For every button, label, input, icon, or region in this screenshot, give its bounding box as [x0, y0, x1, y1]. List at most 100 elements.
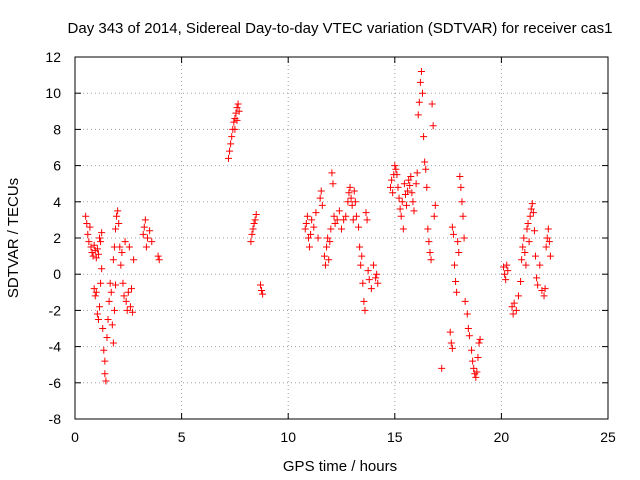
data-point	[316, 194, 324, 202]
x-tick-label: 5	[178, 429, 186, 445]
data-point	[419, 89, 427, 97]
data-point	[404, 187, 412, 195]
data-point	[231, 125, 239, 133]
data-point	[452, 277, 460, 285]
data-point	[530, 227, 538, 235]
data-point	[517, 277, 525, 285]
data-point	[448, 344, 456, 352]
data-point	[82, 212, 90, 220]
y-axis-title: SDTVAR / TECUs	[5, 178, 22, 298]
data-point	[227, 140, 235, 148]
data-point	[461, 297, 469, 305]
data-point	[99, 325, 107, 332]
y-tick-label: 4	[53, 194, 61, 210]
data-point	[329, 180, 337, 188]
data-point	[446, 328, 454, 336]
data-point	[100, 346, 108, 354]
data-point	[120, 292, 128, 300]
data-point	[345, 189, 353, 197]
data-point	[459, 212, 467, 220]
data-point	[369, 261, 377, 269]
data-point	[320, 252, 328, 260]
data-point	[469, 357, 477, 365]
data-point	[525, 238, 533, 246]
data-point	[143, 234, 151, 242]
data-point	[256, 281, 264, 289]
y-tick-label: 12	[45, 49, 61, 65]
data-point	[94, 250, 102, 258]
data-point	[323, 243, 331, 251]
data-point	[92, 254, 100, 262]
data-point	[85, 238, 93, 246]
data-point	[312, 209, 320, 217]
data-point	[83, 220, 91, 228]
data-point	[522, 261, 530, 269]
data-point	[398, 198, 406, 206]
data-point	[423, 183, 431, 191]
data-point	[397, 212, 405, 220]
data-point	[101, 370, 109, 378]
data-point	[529, 209, 537, 217]
data-point	[425, 238, 433, 246]
data-point	[325, 256, 333, 264]
data-point	[117, 261, 125, 269]
data-point	[112, 281, 120, 289]
data-point	[373, 270, 381, 278]
data-point	[545, 238, 553, 246]
data-point	[252, 210, 260, 218]
data-point	[101, 357, 109, 365]
data-point	[84, 230, 92, 238]
data-point	[502, 276, 510, 284]
data-point	[360, 297, 368, 305]
data-point	[87, 243, 95, 251]
data-point	[97, 238, 105, 246]
data-point	[357, 261, 365, 269]
data-point	[347, 194, 355, 202]
data-point	[90, 285, 98, 293]
data-point	[538, 286, 546, 294]
data-point	[474, 353, 482, 361]
data-point	[247, 238, 255, 246]
data-point	[396, 205, 404, 213]
data-point	[225, 154, 233, 162]
data-point	[359, 279, 367, 287]
data-point	[235, 107, 243, 115]
y-tick-label: 6	[53, 158, 61, 174]
data-point	[338, 225, 345, 233]
data-point	[114, 207, 122, 215]
data-point	[335, 207, 343, 215]
y-tick-label: -8	[49, 411, 62, 427]
data-point	[90, 241, 98, 249]
data-point	[326, 238, 334, 246]
data-point	[457, 183, 465, 191]
y-tick-label: -2	[49, 302, 62, 318]
y-tick-label: -6	[49, 375, 62, 391]
data-point	[458, 198, 466, 206]
data-point	[91, 292, 99, 300]
data-point	[103, 334, 111, 342]
data-point	[333, 216, 341, 224]
data-point	[524, 220, 532, 228]
data-point	[106, 279, 114, 287]
data-point	[365, 276, 373, 284]
data-point	[317, 187, 325, 195]
data-point	[92, 288, 100, 296]
data-point	[250, 220, 258, 228]
data-point	[105, 297, 113, 305]
data-point	[122, 297, 130, 305]
data-point	[543, 234, 551, 242]
data-point	[454, 238, 462, 246]
data-point	[406, 182, 414, 190]
data-point	[301, 225, 309, 233]
data-point	[109, 256, 117, 264]
data-point	[429, 122, 437, 130]
data-point	[125, 243, 133, 251]
data-point	[389, 189, 397, 197]
data-point	[528, 200, 536, 208]
data-point	[306, 243, 314, 251]
data-point	[249, 225, 257, 233]
data-point	[355, 223, 363, 231]
data-point	[141, 216, 149, 224]
data-point	[399, 225, 407, 233]
data-point	[532, 252, 540, 260]
